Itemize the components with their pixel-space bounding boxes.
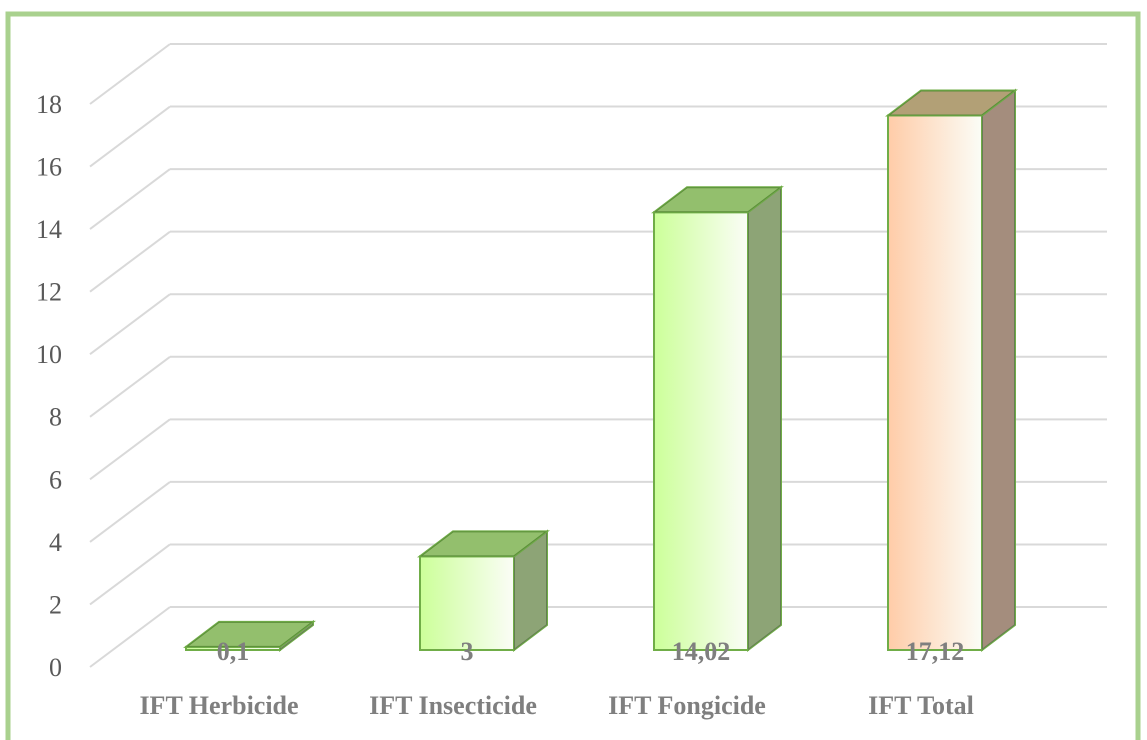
grid-line-side: [89, 43, 171, 105]
data-label: 0,1: [217, 637, 250, 666]
data-label: 17,12: [906, 637, 965, 666]
grid-line-side: [89, 418, 171, 481]
y-tick-label: 6: [49, 465, 62, 494]
bar: [653, 211, 749, 652]
y-tick-label: 12: [36, 278, 62, 307]
bar-side-shade: [982, 90, 1015, 650]
grid-line-side: [89, 293, 171, 356]
bar-top-shade: [888, 90, 1015, 116]
data-label: 14,02: [672, 637, 731, 666]
grid-line-side: [89, 481, 171, 543]
bar-side-shade: [748, 187, 781, 650]
y-tick-label: 18: [36, 90, 62, 119]
bar-top-shade: [186, 621, 313, 647]
x-tick-label: IFT Fongicide: [608, 691, 766, 720]
grid-line-side: [89, 105, 171, 168]
bar-side-shade: [514, 531, 547, 650]
y-tick-label: 0: [49, 653, 62, 682]
grid-line-side: [89, 543, 171, 606]
y-tick-label: 4: [49, 528, 62, 557]
grid-line-side: [89, 168, 171, 230]
bar-top: [885, 89, 1018, 117]
y-tick-label: 14: [36, 215, 62, 244]
grid-line-side: [89, 606, 171, 668]
bar: [419, 555, 515, 651]
bar-top: [651, 186, 784, 214]
bar: [887, 114, 983, 651]
bar-top: [183, 620, 316, 648]
y-tick-label: 10: [36, 340, 62, 369]
data-label: 3: [461, 637, 474, 666]
x-tick-label: IFT Herbicide: [139, 691, 298, 720]
bar-top-shade: [420, 531, 547, 557]
y-tick-label: 16: [36, 153, 62, 182]
chart-frame: [5, 11, 1141, 740]
grid-line-side: [89, 230, 171, 293]
x-tick-label: IFT Total: [868, 691, 974, 720]
bar-top-shade: [654, 187, 781, 213]
grid-line-side: [89, 355, 171, 418]
y-tick-label: 2: [49, 590, 62, 619]
x-tick-label: IFT Insecticide: [369, 691, 537, 720]
bar-top: [417, 530, 550, 558]
y-tick-label: 8: [49, 403, 62, 432]
